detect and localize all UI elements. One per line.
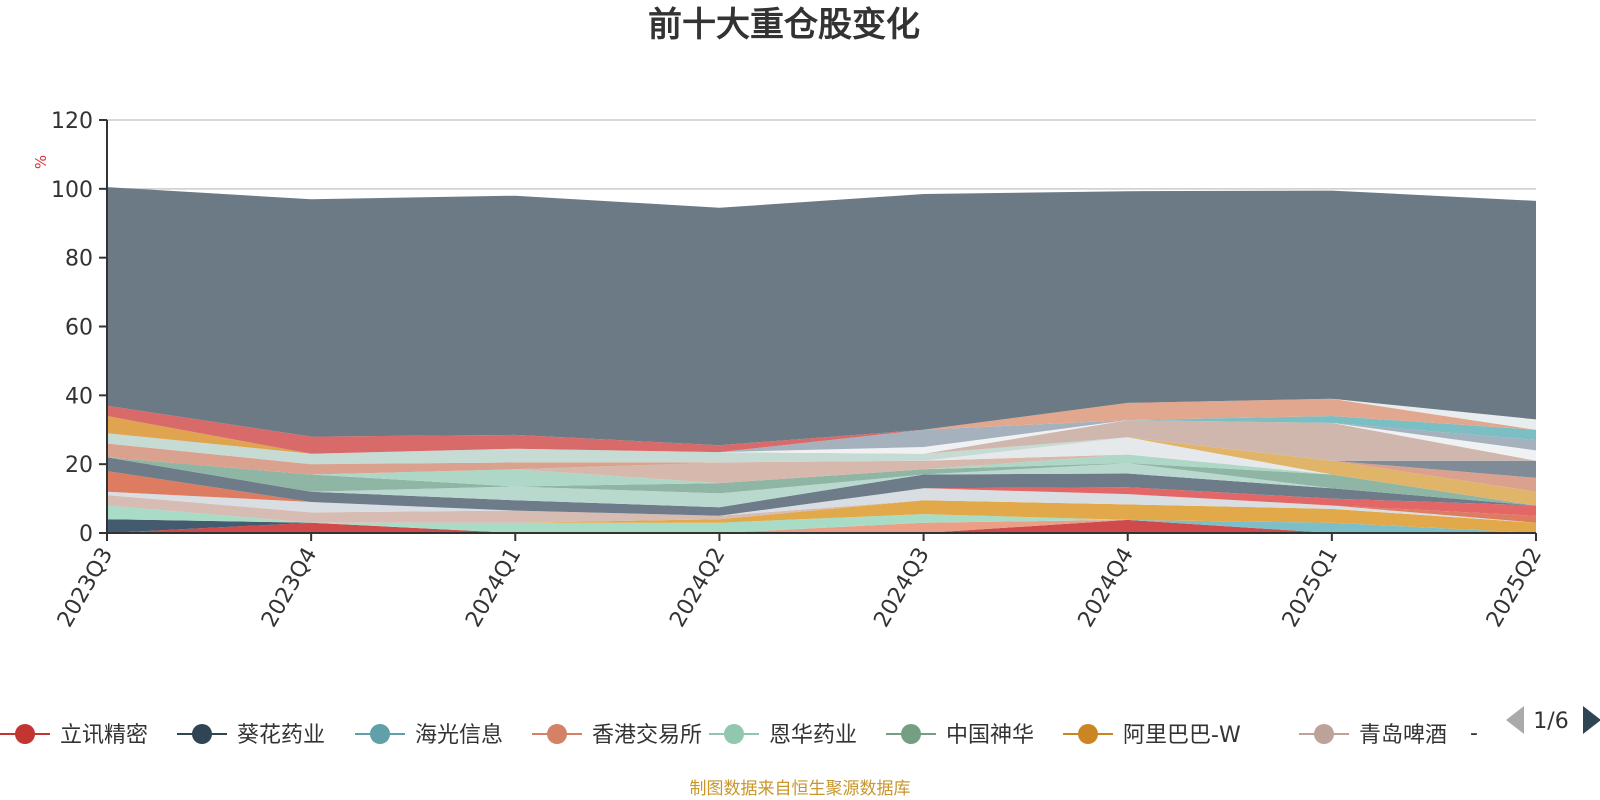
x-tick-label-5: 2024Q4	[1074, 544, 1139, 632]
legend-item-0[interactable]: 立讯精密	[0, 723, 148, 748]
area-series-7	[107, 495, 1536, 523]
area-series-13	[107, 457, 1536, 506]
area-series-6	[107, 500, 1536, 533]
legend-label-0: 立讯精密	[60, 723, 148, 748]
x-tick-label-6: 2025Q1	[1278, 544, 1343, 632]
area-series-4	[107, 505, 1536, 533]
legend-item-1[interactable]: 葵花药业	[177, 723, 325, 748]
y-tick-label-1: 20	[65, 453, 93, 478]
legend-item-7[interactable]: 青岛啤酒	[1299, 723, 1447, 748]
area-series-23	[107, 420, 1536, 461]
area-series-26	[107, 398, 1536, 454]
legend-marker-6	[1078, 724, 1098, 744]
legend-label-2: 海光信息	[415, 723, 503, 748]
source-note: 制图数据来自恒生聚源数据库	[690, 779, 911, 799]
legend-marker-3	[547, 724, 567, 744]
legend-marker-0	[15, 724, 35, 744]
area-series-2	[107, 519, 1536, 533]
x-tick-label-3: 2024Q2	[665, 544, 730, 632]
y-tick-labels: 0 20 40 60 80 100 120	[51, 109, 93, 547]
chart-title: 前十大重仓股变化	[648, 5, 920, 45]
area-series-24	[107, 420, 1536, 454]
y-tick-label-3: 60	[65, 316, 93, 341]
legend-marker-5	[901, 724, 921, 744]
legend-label-7: 青岛啤酒	[1359, 723, 1447, 748]
x-tick-labels: 2023Q3 2023Q4 2024Q1 2024Q2 2024Q3 2024Q4 2025…	[53, 544, 1547, 632]
legend-label-1: 葵花药业	[237, 723, 325, 748]
legend-label-6: 阿里巴巴-W	[1123, 723, 1241, 748]
x-tick-label-7: 2025Q2	[1482, 544, 1547, 632]
area-series-19	[107, 437, 1536, 492]
y-tick-label-2: 40	[65, 384, 93, 409]
area-series-0	[107, 519, 1536, 533]
y-tick-label-0: 0	[79, 522, 93, 547]
area-series-8	[107, 488, 1536, 523]
legend-page-indicator: 1/6	[1533, 709, 1568, 734]
area-series-12	[107, 457, 1536, 508]
y-tick-label-4: 80	[65, 247, 93, 272]
x-tick-label-2: 2024Q1	[461, 544, 526, 632]
area-series-16	[107, 454, 1536, 506]
legend-item-2[interactable]: 海光信息	[355, 723, 503, 748]
x-tick-label-1: 2023Q4	[257, 544, 322, 632]
area-series-3	[107, 519, 1536, 533]
legend-marker-2	[370, 724, 390, 744]
y-tick-label-5: 100	[51, 178, 93, 203]
legend-label-3: 香港交易所	[592, 723, 702, 748]
legend-prev-icon[interactable]	[1506, 706, 1524, 734]
area-series-22	[107, 420, 1536, 461]
legend-item-6[interactable]: 阿里巴巴-W	[1063, 723, 1241, 748]
legend-marker-7	[1314, 724, 1334, 744]
legend-next-icon[interactable]	[1583, 706, 1600, 734]
area-series-21	[107, 433, 1536, 465]
area-series-29	[107, 398, 1536, 454]
area-series-group	[107, 187, 1536, 533]
area-series-30	[107, 187, 1536, 446]
legend-label-5: 中国神华	[946, 723, 1034, 748]
axes	[99, 119, 1537, 541]
x-tick-label-4: 2024Q3	[869, 544, 934, 632]
y-tick-label-6: 120	[51, 109, 93, 134]
area-series-17	[107, 437, 1536, 506]
y-axis-unit: %	[32, 155, 50, 169]
legend-marker-4	[724, 724, 744, 744]
legend-marker-1	[192, 724, 212, 744]
legend-item-5[interactable]: 中国神华	[886, 723, 1034, 748]
legend-item-4[interactable]: 恩华药业	[709, 723, 857, 748]
legend-item-3[interactable]: 香港交易所	[532, 723, 702, 748]
area-series-11	[107, 457, 1536, 516]
legend-truncated-marker: -	[1470, 721, 1478, 746]
legend-label-4: 恩华药业	[769, 723, 857, 748]
x-tick-label-0: 2023Q3	[53, 544, 118, 632]
legend-pager: 1/6	[1506, 706, 1600, 734]
legend: 立讯精密 葵花药业 海光信息 香港交易所 恩华药业 中国神华 阿里巴巴-W 青岛啤酒 -	[0, 721, 1478, 748]
